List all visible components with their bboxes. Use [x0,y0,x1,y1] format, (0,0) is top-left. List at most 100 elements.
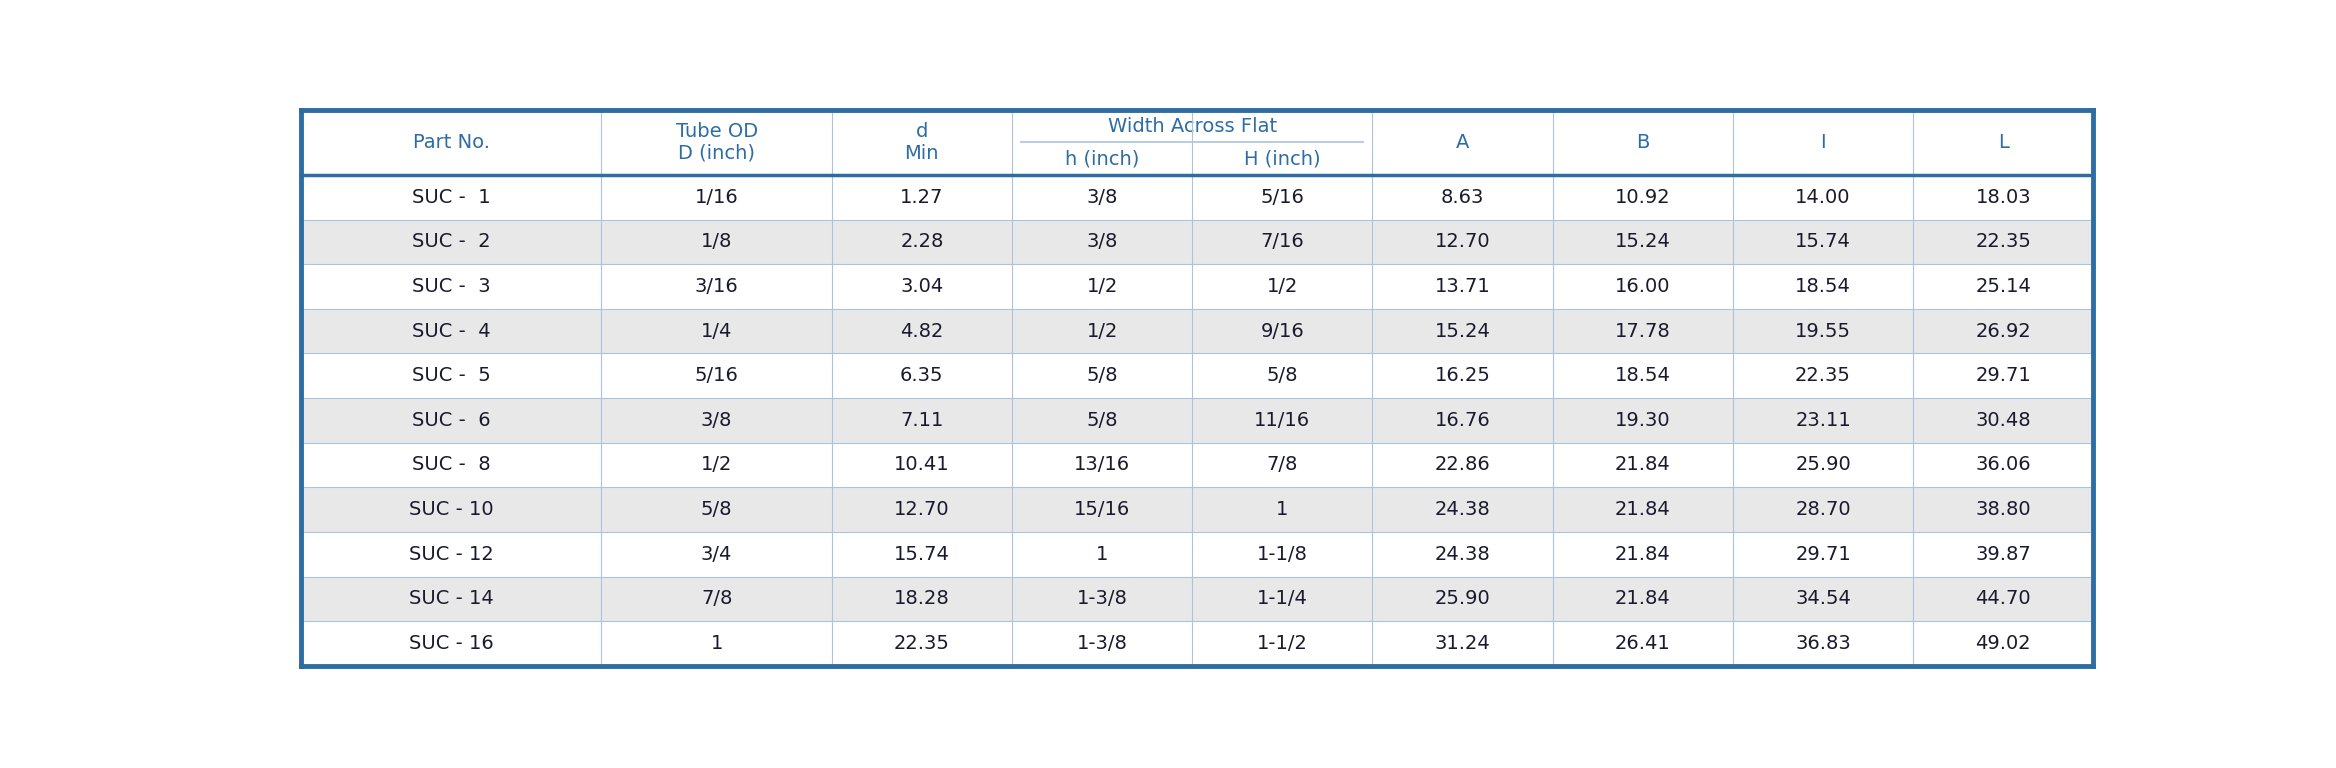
Text: 4.82: 4.82 [899,322,944,341]
Text: L: L [1997,133,2009,152]
Text: d
Min: d Min [904,122,939,163]
Bar [1374,110,1553,175]
Text: 1-1/2: 1-1/2 [1257,634,1308,653]
Text: SUC - 12: SUC - 12 [409,545,493,564]
Text: 29.71: 29.71 [1976,366,2030,386]
Text: 10.92: 10.92 [1614,187,1670,207]
Text: 1/4: 1/4 [701,322,731,341]
Text: Width Across Flat: Width Across Flat [1107,117,1278,136]
Text: 5/8: 5/8 [1086,411,1119,430]
Text: 1.27: 1.27 [899,187,944,207]
Text: 6.35: 6.35 [899,366,944,386]
Text: 8.63: 8.63 [1441,187,1483,207]
Text: 18.03: 18.03 [1976,187,2030,207]
Text: 7/8: 7/8 [701,589,731,608]
Text: 7/8: 7/8 [1266,455,1299,475]
Text: 25.14: 25.14 [1976,277,2032,296]
Bar [1733,110,1913,175]
Text: Tube OD
D (inch): Tube OD D (inch) [675,122,757,163]
Text: SUC -  6: SUC - 6 [411,411,491,430]
Text: 1/2: 1/2 [1266,277,1299,296]
Text: 34.54: 34.54 [1794,589,1850,608]
Bar [1011,142,1191,175]
Text: 1-1/8: 1-1/8 [1257,545,1308,564]
Text: 2.28: 2.28 [899,233,944,251]
Text: 22.86: 22.86 [1434,455,1490,475]
Text: 18.54: 18.54 [1614,366,1670,386]
Text: 1/16: 1/16 [694,187,738,207]
Text: 15.74: 15.74 [895,545,951,564]
Bar [1553,110,1733,175]
Text: 3/8: 3/8 [701,411,731,430]
Text: 3.04: 3.04 [899,277,944,296]
Text: 13/16: 13/16 [1075,455,1131,475]
Bar [301,621,2093,666]
Text: 15.24: 15.24 [1614,233,1670,251]
Text: 3/4: 3/4 [701,545,731,564]
Bar [832,110,1011,175]
Text: 28.70: 28.70 [1794,500,1850,519]
Text: 1-3/8: 1-3/8 [1077,589,1128,608]
Bar [301,264,2093,309]
Text: 24.38: 24.38 [1434,500,1490,519]
Text: 13.71: 13.71 [1434,277,1490,296]
Text: 26.92: 26.92 [1976,322,2030,341]
Bar [301,220,2093,264]
Text: 5/16: 5/16 [694,366,738,386]
Text: 23.11: 23.11 [1794,411,1850,430]
Text: 1: 1 [1275,500,1289,519]
Text: 14.00: 14.00 [1796,187,1850,207]
Text: 16.00: 16.00 [1614,277,1670,296]
Text: 15.24: 15.24 [1434,322,1490,341]
Text: 3/16: 3/16 [694,277,738,296]
Bar [301,110,600,175]
Text: 16.76: 16.76 [1434,411,1490,430]
Text: 5/8: 5/8 [1086,366,1119,386]
Text: 15.74: 15.74 [1794,233,1850,251]
Text: 3/8: 3/8 [1086,233,1117,251]
Text: B: B [1635,133,1649,152]
Text: 22.35: 22.35 [1976,233,2032,251]
Bar [600,110,832,175]
Text: SUC -  3: SUC - 3 [411,277,491,296]
Text: 1: 1 [710,634,722,653]
Bar [301,175,2093,220]
Text: 7.11: 7.11 [899,411,944,430]
Text: 21.84: 21.84 [1614,545,1670,564]
Text: 12.70: 12.70 [895,500,951,519]
Text: 1-3/8: 1-3/8 [1077,634,1128,653]
Text: 21.84: 21.84 [1614,589,1670,608]
Text: 19.55: 19.55 [1794,322,1850,341]
Text: 26.41: 26.41 [1614,634,1670,653]
Text: 22.35: 22.35 [1794,366,1850,386]
Bar [301,398,2093,442]
Text: 7/16: 7/16 [1261,233,1303,251]
Text: 36.06: 36.06 [1976,455,2030,475]
Bar [301,532,2093,577]
Bar [301,309,2093,353]
Bar [301,110,2093,175]
Text: 5/8: 5/8 [701,500,731,519]
Text: 17.78: 17.78 [1614,322,1670,341]
Text: 9/16: 9/16 [1261,322,1303,341]
Text: SUC - 16: SUC - 16 [409,634,493,653]
Text: 21.84: 21.84 [1614,500,1670,519]
Bar [301,488,2093,532]
Text: SUC -  1: SUC - 1 [411,187,491,207]
Text: 1-1/4: 1-1/4 [1257,589,1308,608]
Text: SUC -  4: SUC - 4 [411,322,491,341]
Text: SUC - 10: SUC - 10 [409,500,493,519]
Text: SUC - 14: SUC - 14 [409,589,493,608]
Text: 18.28: 18.28 [895,589,951,608]
Text: 15/16: 15/16 [1075,500,1131,519]
Text: 49.02: 49.02 [1976,634,2030,653]
Text: 18.54: 18.54 [1794,277,1850,296]
Bar [1191,142,1374,175]
Text: 36.83: 36.83 [1794,634,1850,653]
Text: 38.80: 38.80 [1976,500,2030,519]
Text: 25.90: 25.90 [1794,455,1850,475]
Text: 3/8: 3/8 [1086,187,1117,207]
Text: SUC -  8: SUC - 8 [411,455,491,475]
Bar [301,577,2093,621]
Text: 11/16: 11/16 [1254,411,1310,430]
